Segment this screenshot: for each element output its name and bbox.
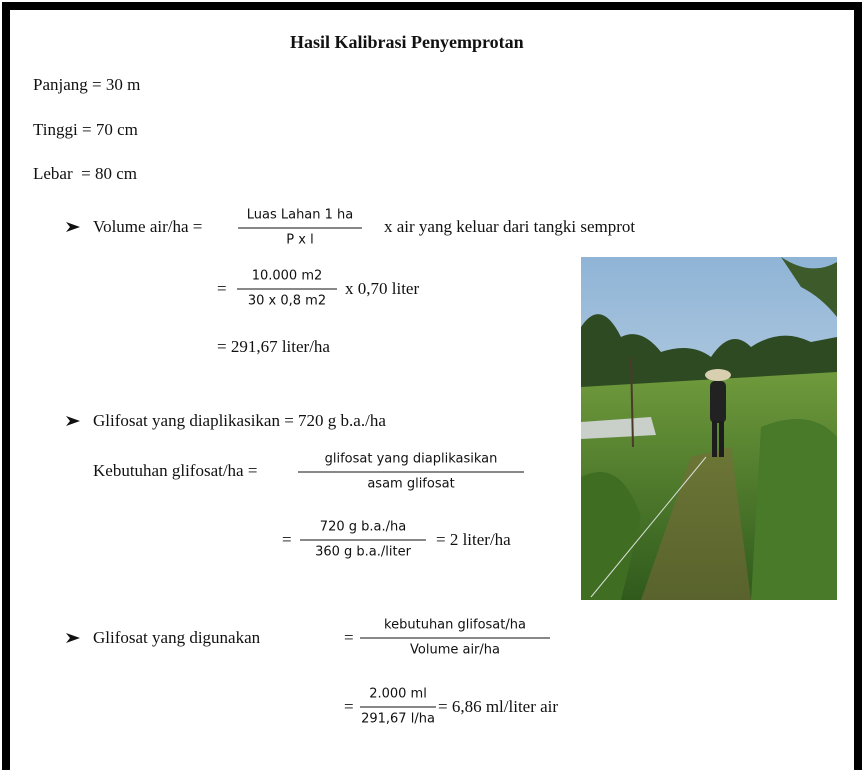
fraction-rule <box>360 707 436 708</box>
step-suffix: = 2 liter/ha <box>436 530 511 550</box>
numerator: glifosat yang diaplikasikan <box>323 452 500 468</box>
glifosat-applied: Glifosat yang diaplikasikan = 720 g b.a.… <box>93 411 386 431</box>
fraction-rule <box>238 228 362 229</box>
step-suffix: = 6,86 ml/liter air <box>438 697 558 717</box>
volume-result: = 291,67 liter/ha <box>217 337 330 357</box>
fraction: Luas Lahan 1 ha P x l <box>238 208 362 249</box>
denominator: P x l <box>284 233 315 249</box>
numerator: Luas Lahan 1 ha <box>245 208 356 224</box>
fraction: 720 g b.a./ha 360 g b.a./liter <box>300 520 426 561</box>
fraction-rule <box>300 540 426 541</box>
volume-label: Volume air/ha = <box>93 217 202 237</box>
fraction: 10.000 m2 30 x 0,8 m2 <box>237 269 337 310</box>
numerator: 720 g b.a./ha <box>318 520 408 536</box>
dimension: Tinggi = 70 cm <box>33 120 138 140</box>
fraction-rule <box>237 289 337 290</box>
numerator: 10.000 m2 <box>250 269 325 285</box>
equals: = <box>344 628 354 648</box>
title: Hasil Kalibrasi Penyemprotan <box>290 32 524 52</box>
dimension: Lebar = 80 cm <box>33 164 137 184</box>
denominator: 291,67 l/ha <box>359 712 437 728</box>
fraction-rule <box>298 472 524 473</box>
equals: = <box>282 530 292 550</box>
denominator: 360 g b.a./liter <box>313 545 413 561</box>
need-label: Kebutuhan glifosat/ha = <box>93 461 257 481</box>
bullet <box>66 221 80 233</box>
numerator: 2.000 ml <box>367 687 429 703</box>
denominator: asam glifosat <box>365 477 456 493</box>
bullet <box>66 632 80 644</box>
glifosat-used: Glifosat yang digunakan <box>93 628 260 648</box>
page: Hasil Kalibrasi Penyemprotan Panjang = 3… <box>0 0 864 756</box>
numerator: kebutuhan glifosat/ha <box>382 618 528 634</box>
fraction: glifosat yang diaplikasikan asam glifosa… <box>298 452 524 493</box>
denominator: Volume air/ha <box>408 643 502 659</box>
fraction-rule <box>360 638 550 639</box>
dimension: Panjang = 30 m <box>33 75 140 95</box>
fraction: 2.000 ml 291,67 l/ha <box>360 687 436 728</box>
denominator: 30 x 0,8 m2 <box>246 294 328 310</box>
volume-suffix: x air yang keluar dari tangki semprot <box>384 217 635 237</box>
equals: = <box>217 279 227 299</box>
bullet <box>66 415 80 427</box>
field-photo <box>581 257 837 600</box>
equals: = <box>344 697 354 717</box>
step-suffix: x 0,70 liter <box>345 279 419 299</box>
fraction: kebutuhan glifosat/ha Volume air/ha <box>360 618 550 659</box>
